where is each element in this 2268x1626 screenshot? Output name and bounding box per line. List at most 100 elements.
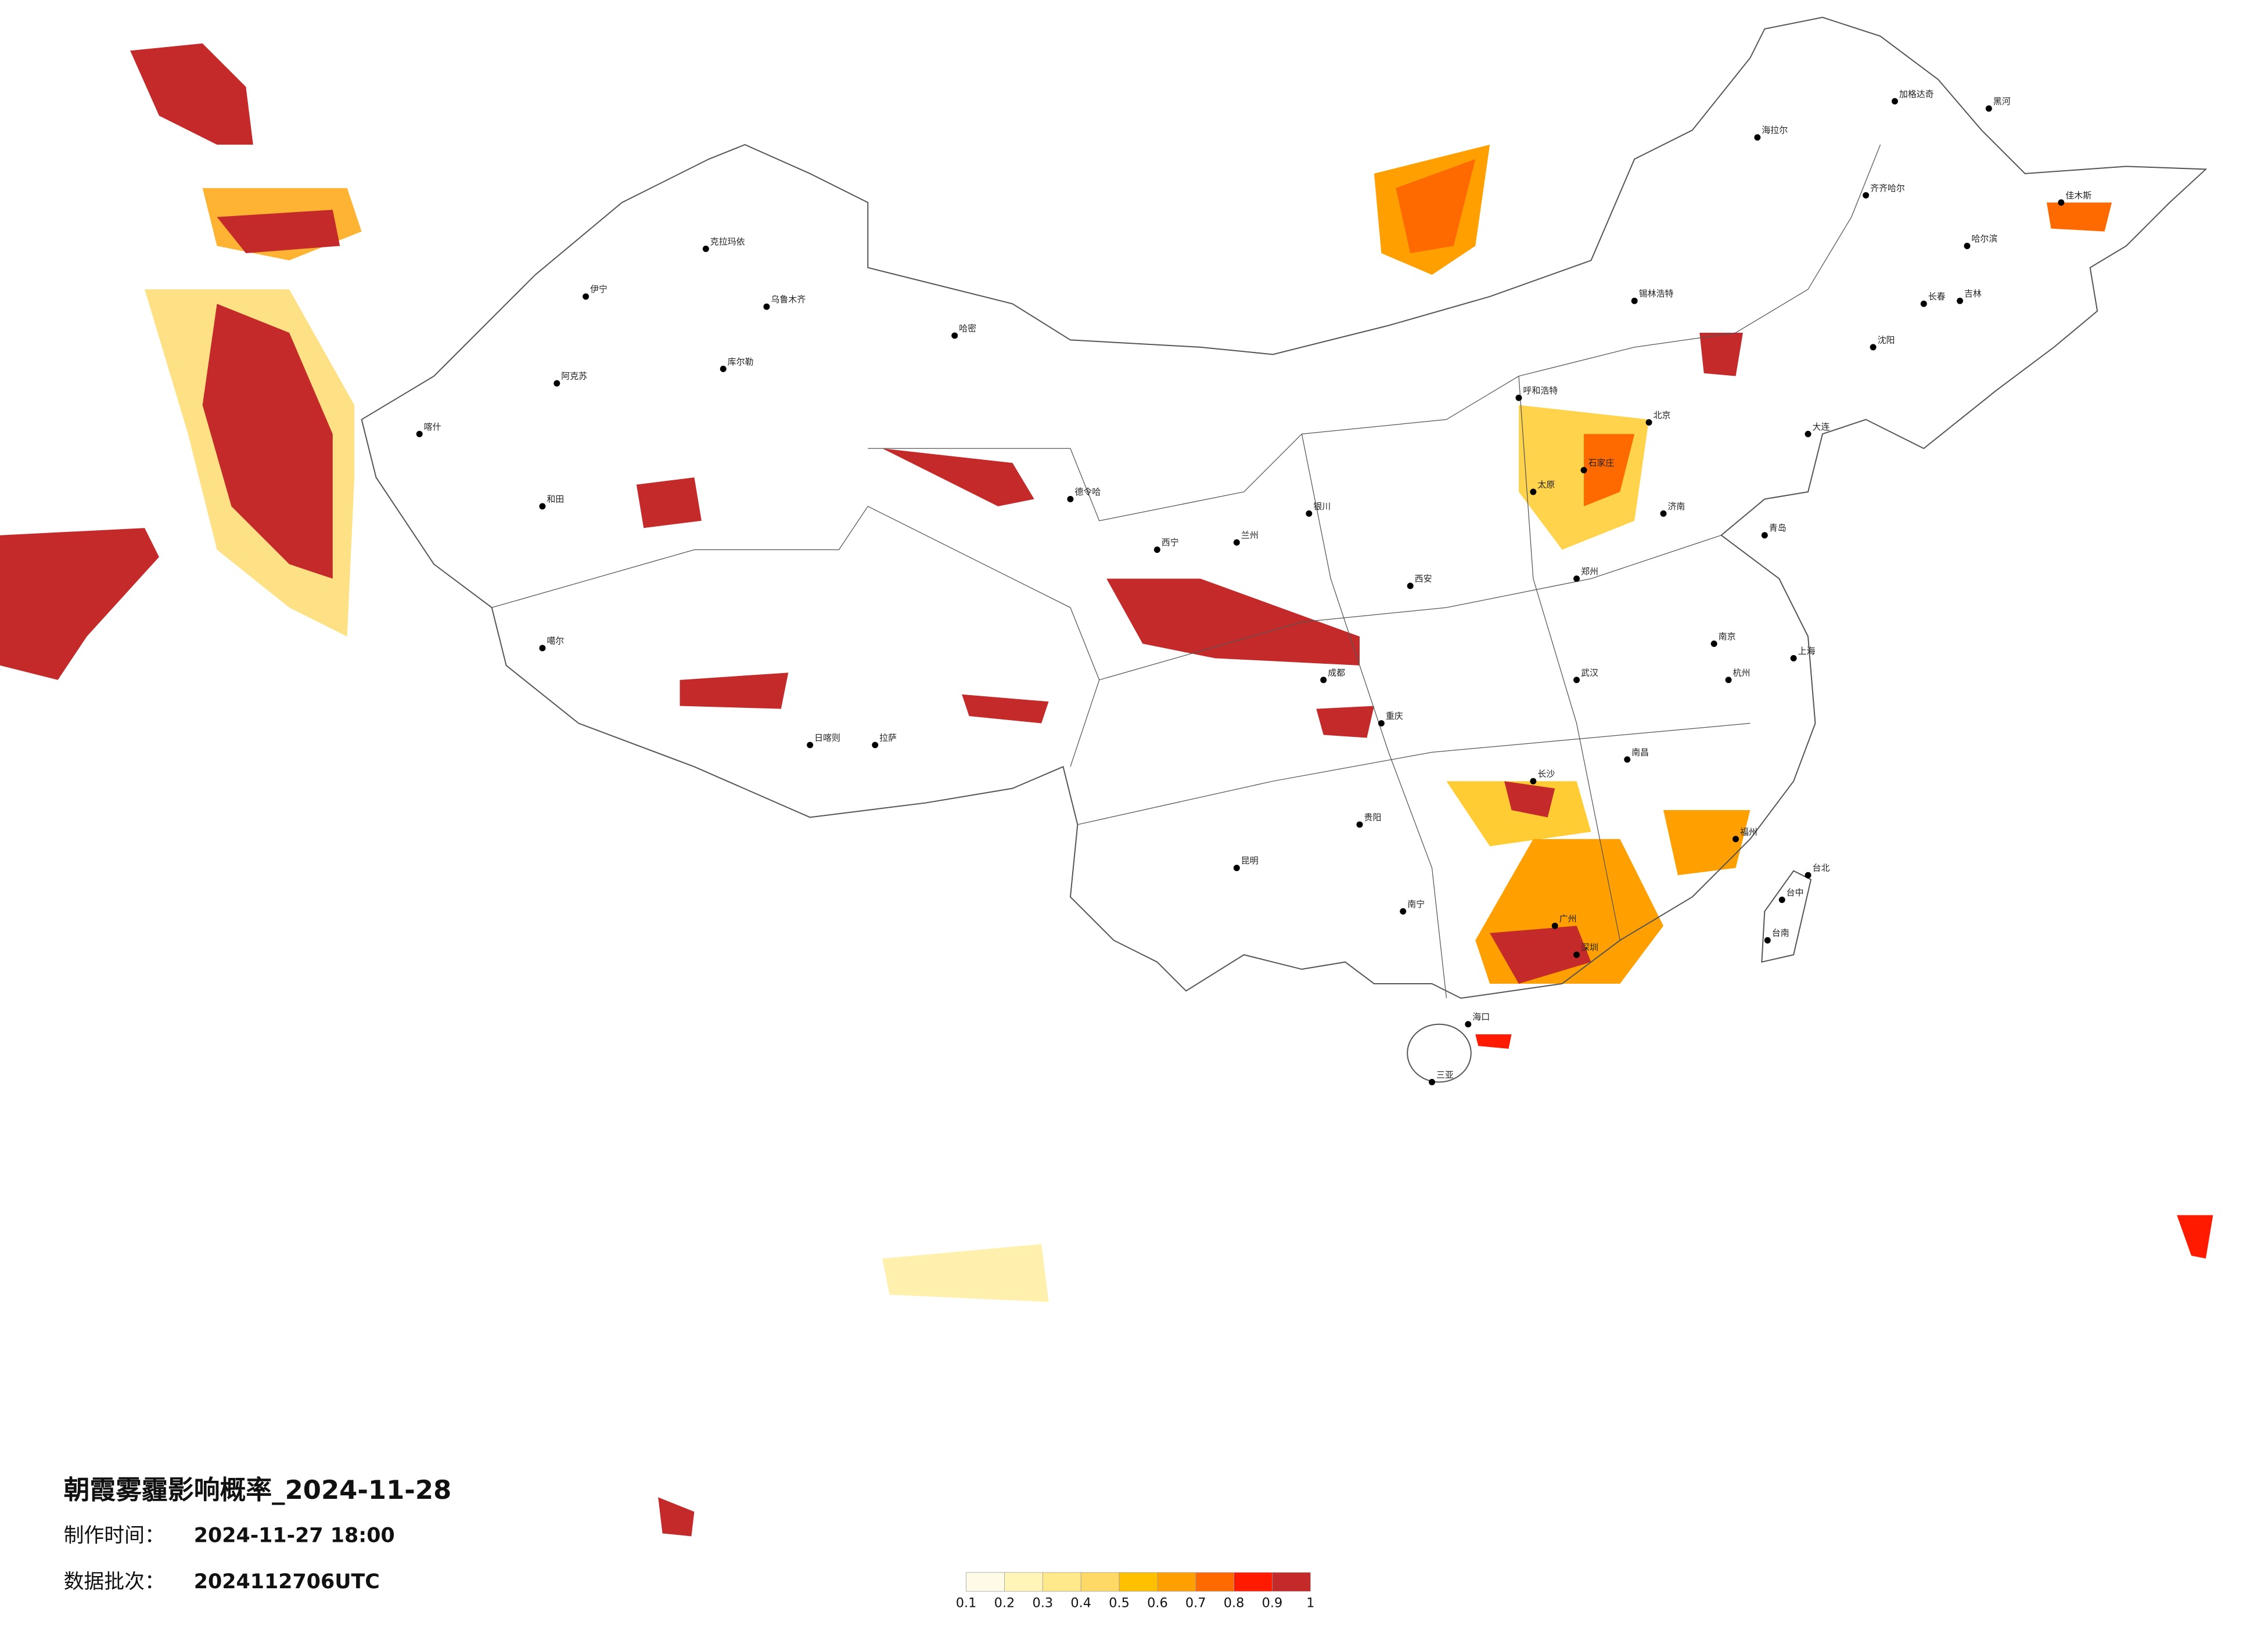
haze-area (636, 477, 702, 528)
city-dot (1761, 532, 1768, 539)
legend-tick-label: 0.6 (1147, 1596, 1168, 1611)
legend: 0.1 0.2 0.3 0.4 0.5 0.6 0.7 0.8 0.9 1 (956, 1572, 1314, 1611)
haze-area (1663, 810, 1751, 876)
city-dot (1805, 872, 1811, 879)
city-dot (872, 742, 879, 749)
city-label: 长沙 (1537, 769, 1555, 779)
legend-swatch (1157, 1572, 1196, 1592)
city-dot (1573, 951, 1580, 958)
city-label: 台南 (1772, 928, 1789, 938)
city-dot (1660, 510, 1667, 517)
made-time-label: 制作时间： (64, 1524, 165, 1548)
haze-area (1504, 781, 1555, 818)
city-label: 噶尔 (547, 636, 564, 646)
city-label: 深圳 (1581, 942, 1598, 953)
city-dot (1306, 510, 1313, 517)
haze-area (658, 1497, 695, 1537)
city-label: 太原 (1537, 479, 1555, 490)
legend-swatch (1042, 1572, 1081, 1592)
city-dot (583, 293, 590, 300)
province-border (1518, 376, 1620, 941)
city-dot (1573, 575, 1580, 582)
map-title: 朝霞雾霾影响概率_2024-11-28 (64, 1474, 452, 1505)
city-dot (1515, 394, 1522, 401)
haze-area (202, 304, 333, 579)
boundaries (361, 16, 2208, 1083)
legend-tick-label: 0.4 (1070, 1596, 1091, 1611)
city-label: 西安 (1415, 573, 1432, 584)
city-dot (1580, 467, 1587, 474)
city-dot (1870, 344, 1877, 351)
city-dot (1573, 677, 1580, 684)
city-dot (1233, 539, 1240, 546)
city-label: 成都 (1328, 667, 1345, 678)
city-dot (702, 245, 709, 252)
city-label: 日喀则 (814, 732, 840, 743)
haze-area (882, 1244, 1049, 1302)
city-dot (763, 303, 770, 310)
city-dot (1530, 778, 1537, 785)
city-label: 南京 (1719, 631, 1736, 642)
legend-swatch (1234, 1572, 1273, 1592)
city-label: 伊宁 (590, 284, 608, 294)
city-label: 乌鲁木齐 (771, 294, 806, 305)
haze-area (1475, 1034, 1512, 1049)
city-label: 郑州 (1581, 566, 1598, 577)
city-dot (1725, 677, 1732, 684)
city-dot (2058, 199, 2065, 206)
country-outline (361, 16, 2208, 999)
city-dot (539, 645, 546, 652)
city-dot (1964, 243, 1971, 249)
city-dot (553, 380, 560, 387)
city-dot (1153, 546, 1160, 553)
city-label: 喀什 (424, 422, 441, 432)
haze-area (1699, 332, 1743, 376)
city-label: 海口 (1472, 1012, 1490, 1022)
city-label: 加格达奇 (1899, 89, 1934, 99)
city-dot (1790, 654, 1797, 661)
legend-tick-label: 0.8 (1224, 1596, 1245, 1611)
legend-swatch (1119, 1572, 1158, 1592)
city-label: 阿克苏 (561, 371, 587, 382)
legend-swatch (1004, 1572, 1043, 1592)
city-label: 台北 (1813, 863, 1830, 873)
haze-area (1584, 434, 1635, 506)
haze-area (2177, 1215, 2213, 1259)
legend-swatch (1080, 1572, 1120, 1592)
city-label: 克拉玛依 (710, 236, 745, 247)
city-label: 锡林浩特 (1639, 289, 1674, 299)
legend-swatch (966, 1572, 1005, 1592)
city-label: 台中 (1787, 887, 1804, 898)
haze-area (680, 672, 789, 709)
city-dot (1429, 1078, 1436, 1085)
city-label: 大连 (1813, 422, 1830, 432)
city-label: 三亚 (1436, 1070, 1454, 1080)
city-dot (1631, 297, 1638, 304)
city-label: 海拉尔 (1762, 125, 1788, 135)
haze-area (1106, 578, 1360, 665)
city-dot (1957, 297, 1964, 304)
city-label: 长春 (1928, 292, 1946, 302)
legend-tick-label: 1 (1306, 1596, 1314, 1611)
haze-area (0, 528, 159, 680)
city-dot (720, 365, 727, 372)
city-label: 石家庄 (1588, 458, 1614, 468)
haze-area (1316, 706, 1374, 738)
city-label: 德令哈 (1074, 487, 1101, 497)
legend-tick-label: 0.3 (1033, 1596, 1054, 1611)
city-dot (807, 742, 814, 749)
city-dot (1530, 488, 1537, 495)
province-border (1301, 434, 1447, 998)
city-label: 库尔勒 (728, 357, 754, 367)
province-border (868, 144, 1881, 521)
legend-swatch (1272, 1572, 1311, 1592)
haze-area (1396, 159, 1476, 253)
city-dot (1985, 105, 1992, 112)
haze-field (0, 43, 2213, 1537)
city-label: 南宁 (1407, 899, 1425, 909)
province-border (491, 506, 1100, 767)
city-dot (1624, 756, 1631, 763)
